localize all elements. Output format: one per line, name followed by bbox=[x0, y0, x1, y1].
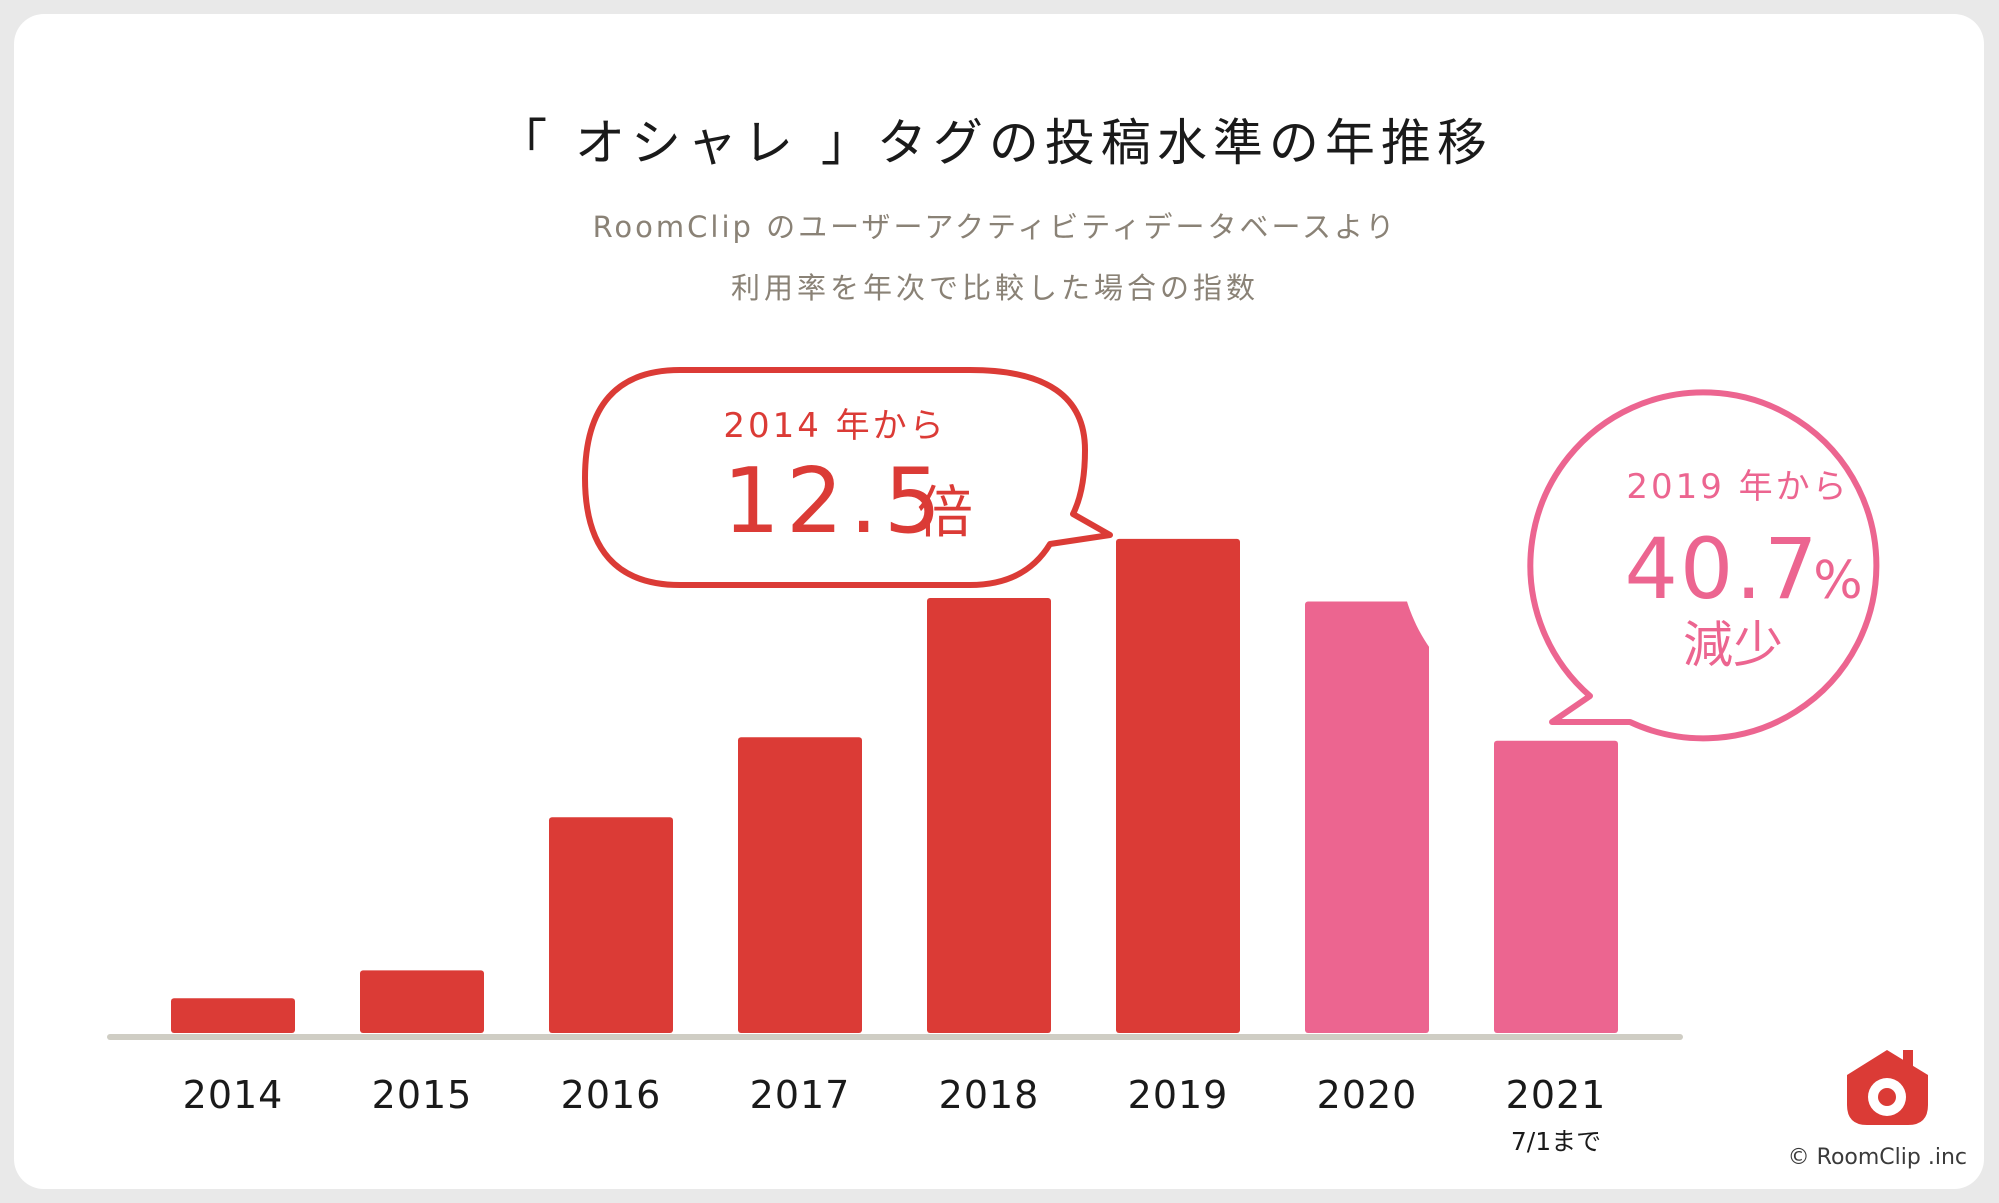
decline-callout-line1: 2019 年から bbox=[1626, 467, 1849, 507]
decline-callout: 2019 年から 40.7 % 減少 bbox=[1399, 380, 1880, 742]
growth-callout-line1: 2014 年から bbox=[723, 406, 946, 446]
x-tick-label-2018: 2018 bbox=[939, 1073, 1040, 1117]
x-tick-label-2014: 2014 bbox=[183, 1073, 284, 1117]
decline-callout-percent: % bbox=[1813, 551, 1862, 611]
growth-callout-value: 12.5 bbox=[723, 449, 947, 554]
bar-2017 bbox=[738, 737, 862, 1033]
bar-2020 bbox=[1305, 601, 1429, 1033]
x-tick-label-2021: 2021 bbox=[1506, 1073, 1607, 1117]
x-tick-label-2020: 2020 bbox=[1317, 1073, 1418, 1117]
bar-2014 bbox=[171, 998, 295, 1033]
bar-2015 bbox=[360, 970, 484, 1033]
growth-callout: 2014 年から 12.5 倍 bbox=[582, 367, 1113, 588]
chart-subtitle-line-2: 利用率を年次で比較した場合の指数 bbox=[731, 271, 1259, 305]
bar-2021 bbox=[1494, 740, 1618, 1033]
bar-2019 bbox=[1116, 538, 1240, 1033]
x-tick-label-2016: 2016 bbox=[561, 1073, 662, 1117]
decline-callout-line3: 減少 bbox=[1683, 616, 1783, 674]
x-tick-label-2019: 2019 bbox=[1128, 1073, 1229, 1117]
x-tick-label-2017: 2017 bbox=[750, 1073, 851, 1117]
growth-callout-bubble bbox=[582, 367, 1113, 588]
chart-subtitle-line-1: RoomClip のユーザーアクティビティデータベースより bbox=[593, 210, 1398, 244]
chart-title: 「 オシャレ 」タグの投稿水準の年推移 bbox=[497, 114, 1493, 172]
decline-callout-outline bbox=[1527, 389, 1880, 742]
x-tick-labels: 2014 2015 2016 2017 2018 2019 2020 2021 7/1まで bbox=[183, 1073, 1607, 1156]
x-tick-label-2015: 2015 bbox=[372, 1073, 473, 1117]
roomclip-house-camera-icon bbox=[1847, 1050, 1928, 1125]
bars-group bbox=[171, 538, 1618, 1033]
bar-2016 bbox=[549, 817, 673, 1033]
growth-callout-unit: 倍 bbox=[917, 481, 973, 546]
x-tick-note-2021: 7/1まで bbox=[1511, 1127, 1601, 1156]
decline-callout-value: 40.7 bbox=[1624, 520, 1819, 618]
bar-2018 bbox=[927, 598, 1051, 1033]
copyright-text: © RoomClip .inc bbox=[1788, 1145, 1967, 1170]
